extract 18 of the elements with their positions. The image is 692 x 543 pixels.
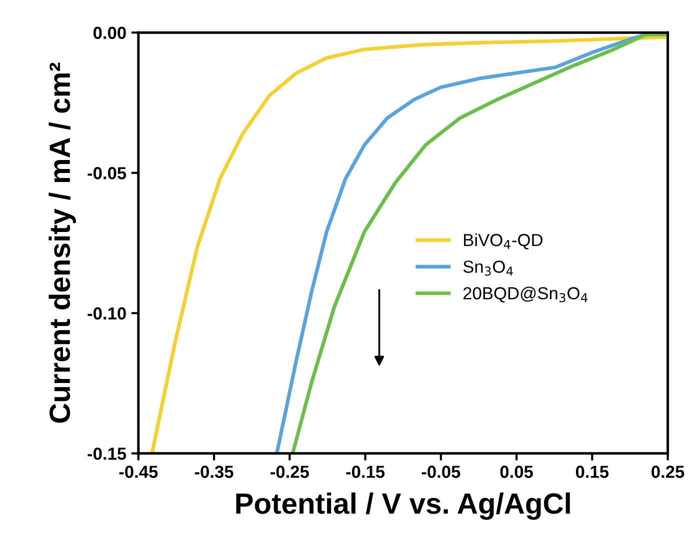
x-tick-label: -0.35 — [194, 466, 234, 478]
y-axis-title: Current density / mA / cm² — [48, 62, 76, 423]
x-tick-label: 0.15 — [576, 466, 609, 478]
legend-label: Sn$_{3}$O$_{4}$ — [463, 260, 513, 276]
x-tick-label: 0.05 — [500, 466, 533, 478]
x-tick-label: -0.25 — [270, 466, 309, 478]
legend-label: BiVO$_{4}$-QD — [464, 233, 542, 250]
y-tick-label: -0.15 — [88, 448, 126, 460]
x-tick-label: -0.45 — [119, 466, 158, 478]
x-axis-title: Potential / V vs. Ag/AgCl — [236, 492, 570, 520]
line-series — [150, 35, 668, 454]
x-tick-label: -0.15 — [346, 466, 385, 478]
x-tick-label: 0.25 — [652, 466, 684, 478]
legend-label: 20BQD@Sn$_{3}$O$_{4}$ — [463, 286, 588, 303]
y-tick-label: 0.00 — [93, 26, 126, 40]
x-tick-label: -0.05 — [422, 466, 460, 478]
y-tick-label: -0.10 — [88, 307, 126, 320]
y-tick-label: -0.05 — [88, 167, 126, 180]
